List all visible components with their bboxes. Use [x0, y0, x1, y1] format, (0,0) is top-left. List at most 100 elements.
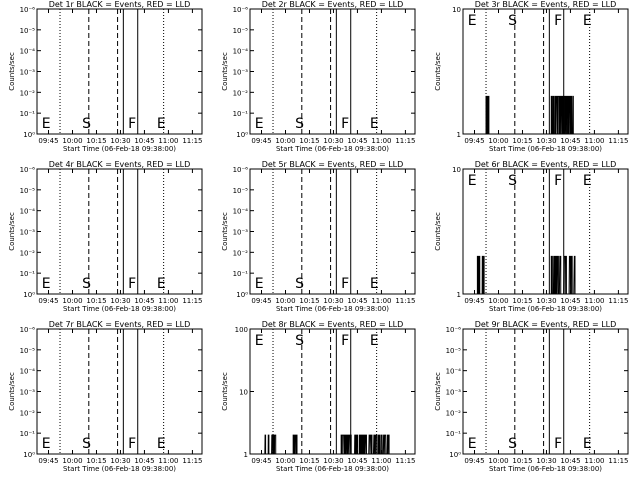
y-axis-title: Counts/sec	[8, 52, 16, 91]
y-tick-label: 1	[457, 291, 461, 299]
x-tick-label: 10:15	[512, 457, 532, 465]
y-tick-label: 10⁻⁵	[20, 27, 36, 35]
event-marker-letter: S	[508, 13, 517, 29]
event-marker-letter: E	[468, 436, 477, 452]
detector-panel: Det 7r BLACK = Events, RED = LLD 10⁰ 10⁻¹ 1…	[8, 320, 203, 473]
x-tick-label: 10:45	[347, 457, 367, 465]
event-marker-letter: E	[370, 276, 379, 292]
x-tick-label: 11:00	[158, 297, 178, 305]
event-marker-letter: F	[341, 116, 349, 132]
x-tick-label: 10:30	[323, 457, 343, 465]
x-tick-label: 09:45	[464, 137, 484, 145]
x-tick-label: 10:30	[536, 137, 556, 145]
x-tick-label: 11:00	[371, 297, 391, 305]
detector-panel: Det 4r BLACK = Events, RED = LLD 10⁰ 10⁻¹ 1…	[8, 160, 203, 313]
x-axis-title: Start Time (06-Feb-18 09:38:00)	[489, 305, 602, 313]
x-tick-label: 10:45	[560, 457, 580, 465]
x-tick-label: 09:45	[251, 137, 271, 145]
event-marker-letter: S	[82, 276, 91, 292]
event-marker-letter: E	[255, 333, 264, 349]
y-tick-label: 10⁻⁶	[446, 326, 462, 334]
y-tick-label: 10⁻²	[20, 249, 36, 257]
plot-frame	[462, 328, 629, 455]
x-tick-label: 10:00	[62, 297, 82, 305]
x-axis-title: Start Time (06-Feb-18 09:38:00)	[276, 465, 389, 473]
event-marker-letter: F	[554, 13, 562, 29]
y-tick-label: 10⁻⁵	[233, 27, 249, 35]
event-marker-letter: F	[341, 276, 349, 292]
y-tick-label: 10⁻⁴	[20, 368, 36, 376]
y-tick-label: 10⁻²	[20, 89, 36, 97]
x-tick-label: 11:15	[608, 297, 628, 305]
x-tick-label: 11:00	[371, 457, 391, 465]
y-tick-label: 10⁻⁴	[20, 48, 36, 56]
x-tick-label: 10:45	[134, 457, 154, 465]
x-tick-label: 10:45	[560, 137, 580, 145]
event-marker-letter: E	[583, 173, 592, 189]
detector-panel: Det 5r BLACK = Events, RED = LLD 10⁰ 10⁻¹ 1…	[221, 160, 416, 313]
y-tick-label: 10⁰	[236, 131, 248, 139]
event-marker-letter: S	[82, 116, 91, 132]
y-tick-label: 10⁻⁵	[20, 187, 36, 195]
y-tick-label: 10⁻³	[20, 229, 36, 237]
y-tick-label: 10⁻¹	[446, 430, 462, 438]
x-tick-label: 10:30	[536, 457, 556, 465]
y-tick-label: 10⁻²	[20, 409, 36, 417]
x-tick-label: 10:15	[299, 137, 319, 145]
x-tick-label: 11:15	[395, 457, 415, 465]
x-tick-label: 09:45	[38, 297, 58, 305]
event-marker-letter: S	[295, 333, 304, 349]
x-tick-label: 09:45	[251, 457, 271, 465]
x-tick-label: 11:15	[182, 297, 202, 305]
y-tick-label: 10⁻³	[233, 69, 249, 77]
panel-title: Det 4r BLACK = Events, RED = LLD	[49, 160, 191, 169]
event-marker-letter: E	[583, 436, 592, 452]
y-tick-label: 10⁻²	[233, 249, 249, 257]
y-axis-title: Counts/sec	[8, 212, 16, 251]
y-tick-label: 10	[452, 166, 461, 174]
event-marker-letter: F	[128, 436, 136, 452]
x-tick-label: 10:15	[299, 457, 319, 465]
event-marker-letter: S	[295, 116, 304, 132]
x-axis-title: Start Time (06-Feb-18 09:38:00)	[489, 465, 602, 473]
x-tick-label: 10:30	[323, 297, 343, 305]
counts-trace	[463, 95, 628, 135]
x-axis-title: Start Time (06-Feb-18 09:38:00)	[489, 145, 602, 153]
y-tick-label: 10⁰	[23, 131, 35, 139]
y-tick-label: 10⁰	[236, 291, 248, 299]
y-tick-label: 10⁻⁶	[20, 166, 36, 174]
plot-frame	[36, 8, 203, 135]
x-tick-label: 10:00	[275, 137, 295, 145]
x-axis-title: Start Time (06-Feb-18 09:38:00)	[63, 305, 176, 313]
x-tick-label: 10:00	[275, 457, 295, 465]
panel-title: Det 6r BLACK = Events, RED = LLD	[475, 160, 617, 169]
event-marker-letter: F	[554, 436, 562, 452]
x-tick-label: 10:15	[86, 297, 106, 305]
x-tick-label: 09:45	[464, 297, 484, 305]
y-tick-label: 10⁻³	[20, 389, 36, 397]
y-tick-label: 10⁻⁴	[446, 368, 462, 376]
detector-panel: Det 8r BLACK = Events, RED = LLD 1 10 100 09…	[221, 320, 416, 473]
detector-panel: Det 1r BLACK = Events, RED = LLD 10⁰ 10⁻¹ 1…	[8, 0, 203, 153]
x-tick-label: 10:00	[62, 137, 82, 145]
panel-title: Det 5r BLACK = Events, RED = LLD	[262, 160, 404, 169]
panel-title: Det 9r BLACK = Events, RED = LLD	[475, 320, 617, 329]
event-marker-letter: S	[508, 436, 517, 452]
y-axis-title: Counts/sec	[221, 212, 229, 251]
plot-frame	[36, 168, 203, 295]
y-tick-label: 10⁻¹	[233, 270, 249, 278]
detector-panel: Det 6r BLACK = Events, RED = LLD 1 10 09:45…	[434, 160, 629, 313]
event-marker-letter: E	[157, 436, 166, 452]
y-tick-label: 10⁻³	[446, 389, 462, 397]
y-tick-label: 10⁻⁴	[20, 208, 36, 216]
x-tick-label: 10:30	[110, 137, 130, 145]
y-tick-label: 10⁻⁶	[20, 326, 36, 334]
x-tick-label: 11:00	[371, 137, 391, 145]
plot-frame	[249, 168, 416, 295]
x-tick-label: 10:15	[299, 297, 319, 305]
x-tick-label: 11:00	[158, 457, 178, 465]
x-tick-label: 11:15	[395, 297, 415, 305]
x-tick-label: 11:00	[158, 137, 178, 145]
counts-trace	[463, 255, 628, 295]
x-axis-title: Start Time (06-Feb-18 09:38:00)	[63, 465, 176, 473]
